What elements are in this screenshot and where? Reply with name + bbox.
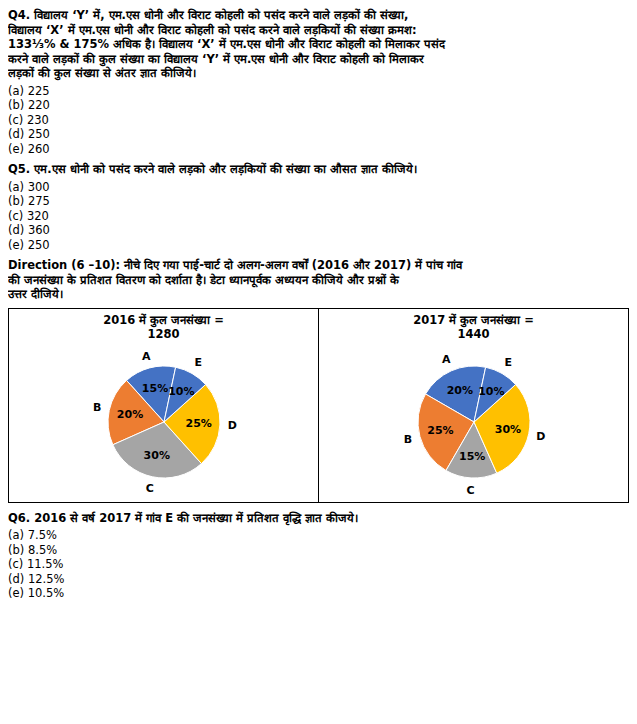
html-text:133⅓% & 175% अधिक है। विद्यालय: 133⅓% & 175% अधिक है। विद्यालय ‘X’ में ए…	[8, 37, 445, 51]
html-text:Q6. 2016 से वर्ष 2017 में गांव: Q6. 2016 से वर्ष 2017 में गांव E की जनसं…	[8, 510, 359, 525]
svg-text:15%: 15%	[141, 381, 167, 394]
html-text:(d) 12.5%: (d) 12.5%	[8, 571, 65, 586]
html-text:उत्तर दीजिये।: उत्तर दीजिये।	[8, 287, 63, 301]
svg-text:D: D	[227, 419, 236, 432]
html-text:(b) 275: (b) 275	[8, 194, 50, 208]
svg-text:15%: 15%	[459, 450, 485, 463]
svg-text:D: D	[536, 429, 545, 442]
html-text:(b) 8.5%: (b) 8.5%	[8, 542, 58, 557]
html-text:(e) 260: (e) 260	[8, 141, 50, 156]
svg-text:B: B	[403, 433, 411, 446]
svg-text:25%: 25%	[185, 417, 211, 430]
html-text:(a) 225: (a) 225	[8, 83, 50, 98]
html-text:2016 में कुल जनसंख्या =: 2016 में कुल जनसंख्या =	[103, 312, 224, 327]
svg-text:A: A	[142, 349, 151, 362]
html-text:(a) 300: (a) 300	[8, 179, 50, 194]
html-text:(a) 7.5%: (a) 7.5%	[8, 528, 57, 542]
svg-text:C: C	[145, 482, 153, 495]
svg-text:E: E	[504, 356, 512, 369]
html-text:1280: 1280	[147, 327, 180, 341]
html-text:(d) 360: (d) 360	[8, 223, 50, 237]
html-text:(d) 250: (d) 250	[8, 127, 50, 141]
html-text:(e) 250: (e) 250	[8, 237, 50, 252]
svg-text:E: E	[194, 356, 202, 369]
html-text:Q5. एम.एस धोनी को पसंद करने वा: Q5. एम.एस धोनी को पसंद करने वाले लड़को औ…	[8, 162, 417, 176]
html-text:की जनसंख्या के प्रतिशत वितरण क: की जनसंख्या के प्रतिशत वितरण को दर्शाता …	[8, 272, 400, 287]
html-text:करने वाले लड़कों की कुल संख्या: करने वाले लड़कों की कुल संख्या का विद्या…	[8, 51, 425, 66]
html-text:(c) 230: (c) 230	[8, 112, 49, 127]
html-text:लड़कों की कुल संख्या से अंतर ज: लड़कों की कुल संख्या से अंतर ज्ञात कीजिय…	[8, 66, 196, 80]
html-text:Direction (6 –10): नीचे दिए गय: Direction (6 –10): नीचे दिए गया पाई-चार्…	[8, 258, 463, 272]
html-text:(e) 10.5%: (e) 10.5%	[8, 586, 65, 600]
svg-text:25%: 25%	[427, 424, 453, 437]
html-text:1440: 1440	[457, 327, 490, 341]
html-text:(c) 320: (c) 320	[8, 208, 49, 223]
svg-text:30%: 30%	[143, 449, 169, 462]
html-text:2017 में कुल जनसंख्या =: 2017 में कुल जनसंख्या =	[413, 312, 534, 327]
html-text:Q4. विद्यालय ‘Y’ में, एम.एस धो: Q4. विद्यालय ‘Y’ में, एम.एस धोनी और विरा…	[8, 8, 409, 22]
html-text:विद्यालय ‘X’ में एम.एस धोनी और: विद्यालय ‘X’ में एम.एस धोनी और विराट कोह…	[8, 22, 417, 37]
svg-text:C: C	[466, 483, 474, 496]
svg-text:10%: 10%	[478, 385, 504, 398]
svg-text:A: A	[441, 353, 450, 366]
html-text:(c) 11.5%: (c) 11.5%	[8, 557, 64, 571]
svg-text:B: B	[92, 401, 100, 414]
svg-text:30%: 30%	[494, 422, 520, 435]
svg-text:20%: 20%	[116, 408, 142, 421]
svg-text:10%: 10%	[168, 385, 194, 398]
svg-text:20%: 20%	[446, 383, 472, 396]
html-text:(b) 220: (b) 220	[8, 98, 50, 112]
